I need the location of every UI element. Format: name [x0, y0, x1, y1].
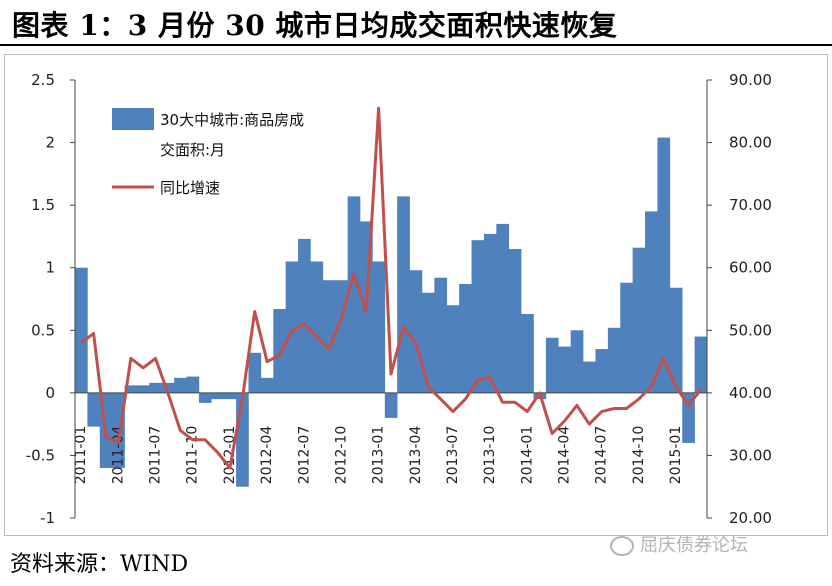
chart-title: 图表 1：3 月份 30 城市日均成交面积快速恢复 [12, 9, 618, 42]
bar-2011-12 [211, 392, 225, 400]
bar-2013-09 [471, 240, 485, 393]
bar-2013-07 [446, 305, 460, 393]
legend-bar-label-line2: 交面积:月 [160, 141, 225, 159]
bar-2015-02 [682, 392, 695, 443]
right-tick-label: 30.00 [729, 446, 772, 464]
bar-2015-03 [694, 336, 708, 393]
right-tick-label: 40.00 [729, 384, 772, 402]
left-tick-label: 1.5 [31, 196, 55, 214]
bar-2014-06 [583, 361, 596, 393]
bar-2011-05 [124, 385, 138, 393]
x-tick-label: 2013-07 [445, 426, 461, 485]
bar-2014-10 [632, 247, 646, 393]
bar-2012-07 [298, 238, 311, 393]
bar-2011-09 [174, 377, 187, 393]
x-tick-label: 2012-07 [296, 426, 312, 485]
bar-2012-03 [248, 352, 262, 393]
growth-rate-line [80, 106, 702, 470]
x-axis-tick-labels: 2011-01 2011-04 2011-07 2011-10 2012-01 2012-… [73, 426, 684, 485]
right-tick-label: 50.00 [729, 321, 772, 339]
x-tick-label: 2012-04 [259, 426, 275, 485]
x-tick-label: 2014-07 [594, 426, 610, 485]
bar-2013-10 [483, 233, 497, 393]
bar-2014-03 [545, 337, 559, 393]
bar-2011-07 [149, 382, 163, 393]
bar-2013-01 [372, 261, 386, 393]
bar-2013-04 [409, 270, 423, 393]
bar-2011-10 [186, 376, 200, 393]
x-tick-label: 2011-07 [148, 426, 164, 485]
bar-2012-01 [223, 392, 237, 400]
bar-2011-06 [136, 385, 150, 393]
bar-2012-04 [260, 377, 274, 393]
bar-2014-11 [645, 211, 658, 393]
bar-2012-11 [347, 196, 361, 393]
left-tick-label: -0.5 [26, 446, 55, 464]
x-tick-label: 2013-10 [482, 426, 498, 485]
x-tick-label: 2011-01 [73, 426, 89, 485]
left-tick-label: 2.5 [31, 71, 55, 89]
bar-2012-09 [322, 280, 336, 393]
bar-2013-02 [384, 392, 398, 418]
left-tick-label: -1 [40, 509, 55, 527]
bar-2012-05 [273, 309, 286, 393]
bar-2013-08 [459, 283, 472, 393]
x-tick-label: 2013-04 [408, 426, 424, 485]
x-tick-label: 2012-10 [333, 426, 349, 485]
bar-2014-05 [570, 330, 584, 393]
right-tick-label: 20.00 [729, 509, 772, 527]
source-note: 资料来源：WIND [10, 552, 189, 577]
left-tick-label: 2 [45, 134, 55, 152]
bar-2013-12 [508, 248, 522, 393]
bar-2012-06 [285, 261, 299, 393]
bar-2012-02 [236, 392, 249, 487]
bar-2014-12 [657, 137, 671, 393]
x-tick-label: 2015-01 [668, 426, 684, 485]
legend-line-label: 同比增速 [160, 179, 220, 197]
bar-2011-08 [161, 382, 175, 393]
bar-2011-11 [198, 392, 212, 403]
legend-bar-label-line1: 30大中城市:商品房成 [160, 111, 304, 129]
right-tick-label: 80.00 [729, 134, 772, 152]
bar-2014-08 [607, 327, 621, 393]
title-divider [0, 44, 832, 46]
bar-2011-02 [87, 392, 101, 427]
watermark: 屈庆债券论坛 [610, 531, 748, 557]
bar-2013-06 [434, 277, 448, 393]
left-tick-label: 0.5 [31, 321, 55, 339]
right-tick-label: 60.00 [729, 259, 772, 277]
legend: 30大中城市:商品房成 交面积:月 同比增速 [112, 108, 304, 197]
left-tick-label: 1 [45, 259, 55, 277]
legend-bar-swatch [112, 108, 154, 130]
right-tick-label: 90.00 [729, 71, 772, 89]
bar-2012-08 [310, 261, 324, 393]
bar-2014-04 [558, 346, 571, 393]
x-tick-label: 2014-01 [519, 426, 535, 485]
bar-2014-01 [521, 314, 534, 393]
right-axis-ticks: 20.00 30.00 40.00 50.00 60.00 70.00 80.00 90.00 [707, 71, 772, 527]
right-tick-label: 70.00 [729, 196, 772, 214]
x-tick-label: 2013-01 [371, 426, 387, 485]
bar-2014-07 [595, 349, 609, 393]
left-tick-label: 0 [45, 384, 55, 402]
bar-2013-05 [421, 292, 435, 393]
x-tick-label: 2014-04 [556, 426, 572, 485]
bar-2015-01 [669, 287, 683, 393]
bar-2014-09 [620, 282, 633, 393]
bar-2013-11 [496, 223, 510, 393]
bar-2011-01 [75, 267, 88, 393]
x-tick-label: 2014-10 [631, 426, 647, 485]
watermark-text: 屈庆债券论坛 [640, 535, 748, 556]
bar-series [75, 137, 708, 487]
bar-2013-03 [397, 196, 410, 393]
wechat-icon [610, 536, 634, 556]
left-axis-ticks: -1 -0.5 0 0.5 1 1.5 2 2.5 [26, 71, 75, 527]
